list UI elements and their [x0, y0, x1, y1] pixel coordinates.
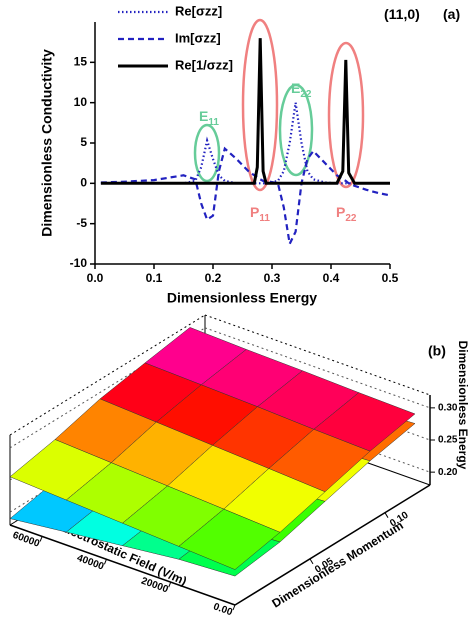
z-tick-label: 0.20 [438, 467, 458, 478]
y-axis-title: Dimensionless Conductivity [39, 49, 55, 237]
legend-label: Re[1/σzz] [175, 57, 233, 72]
annotation-subscript: 11 [208, 117, 219, 128]
legend-label: Re[σzz] [175, 3, 222, 18]
annotation-text: P [250, 204, 259, 220]
y-tick-label: 15 [74, 55, 88, 69]
z-tick-label: 0.25 [438, 435, 458, 446]
x-tick-label: 0.3 [264, 271, 281, 285]
data-line [100, 146, 391, 248]
highlight-ellipse [327, 41, 365, 189]
annotation-subscript: 22 [300, 89, 312, 100]
legend-label: Im[σzz] [175, 30, 221, 45]
annotation-text: P [336, 204, 345, 220]
y-tick-label: 60000 [11, 530, 41, 550]
y-tick [103, 559, 107, 565]
field-axis [9, 524, 236, 606]
data-line [100, 38, 390, 185]
annotation: E11 [199, 108, 219, 128]
x-tick-label: 0.2 [205, 271, 222, 285]
annotation: (11,0) [384, 6, 420, 22]
annotation: P22 [336, 204, 357, 224]
x-axis-title: Dimensionless Energy [167, 290, 317, 306]
z-tick-label: 0.30 [438, 402, 458, 413]
y-tick-label: 5 [80, 135, 87, 149]
y-tick-label: 10 [74, 95, 88, 109]
annotation-text: (a) [443, 6, 460, 22]
highlight-ellipse [241, 18, 279, 192]
box-edge [9, 314, 206, 436]
y-tick-label: 0 [80, 176, 87, 190]
y-tick [168, 581, 172, 588]
y-tick [39, 536, 43, 542]
x-tick-label: 0.5 [382, 271, 399, 285]
x-tick-label: 0.4 [323, 271, 340, 285]
annotation: P11 [250, 204, 270, 224]
y-tick-label: -10 [70, 256, 88, 270]
annotation-subscript: 11 [259, 213, 270, 224]
x-tick-label: 0.0 [87, 271, 104, 285]
annotation-text: E [199, 108, 208, 124]
annotation: E22 [291, 80, 312, 100]
z-axis-title: Dimensionless Energy [456, 341, 470, 470]
momentum-axis [234, 484, 431, 606]
surface-patch [178, 508, 281, 570]
annotation-text: (11,0) [384, 6, 420, 22]
annotation-subscript: 22 [345, 213, 357, 224]
annotation: (b) [428, 343, 446, 359]
x-tick-label: 0.1 [146, 271, 163, 285]
annotation: (a) [443, 6, 460, 22]
y-tick-label: 40000 [75, 553, 105, 573]
y-tick-label: -5 [76, 216, 87, 230]
x-tick [384, 512, 389, 518]
highlight-ellipse [193, 123, 221, 183]
annotation-text: E [291, 80, 300, 96]
highlight-ellipse [278, 83, 314, 177]
y-tick [232, 604, 236, 611]
x-tick [309, 558, 314, 565]
